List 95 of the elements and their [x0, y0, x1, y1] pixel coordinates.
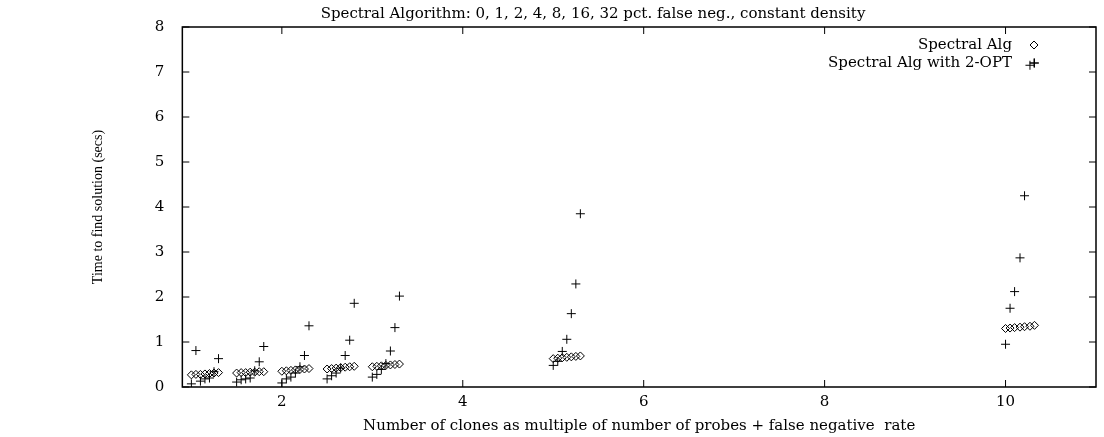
x-tick-label: 10 [995, 391, 1016, 410]
point [322, 373, 333, 384]
x-axis-title: Number of clones as multiple of number of probes + false negative rate [363, 415, 916, 434]
chart-title: Spectral Algorithm: 0, 1, 2, 4, 8, 16, 32 pct. false neg., constant density [320, 3, 866, 22]
point [236, 368, 246, 378]
point [1015, 252, 1026, 263]
point [277, 366, 287, 376]
point [1015, 322, 1025, 332]
point [186, 378, 197, 387]
point [195, 369, 205, 379]
point [1005, 303, 1016, 314]
point [571, 351, 581, 361]
point [367, 372, 378, 383]
point [240, 373, 251, 384]
y-tick-label: 7 [154, 61, 165, 80]
point [390, 360, 400, 369]
point [303, 320, 314, 331]
point [385, 360, 395, 370]
point [575, 208, 586, 219]
point [258, 341, 269, 352]
y-axis-title: Time to find solution (secs) [90, 129, 107, 285]
point [570, 278, 581, 289]
x-tick-label: 4 [458, 391, 468, 410]
point [285, 372, 296, 383]
point [214, 368, 224, 378]
point [322, 364, 332, 374]
point [299, 350, 310, 361]
point [241, 368, 251, 378]
point [1001, 324, 1011, 333]
point [245, 367, 255, 377]
point [190, 345, 201, 356]
y-tick-label: 4 [154, 196, 165, 215]
point [561, 334, 572, 345]
point [548, 354, 558, 364]
point [1024, 60, 1035, 71]
point [349, 361, 359, 371]
point [213, 353, 224, 364]
point [232, 368, 242, 378]
point [1019, 190, 1030, 201]
point [340, 350, 351, 361]
point [259, 367, 269, 377]
point [1000, 339, 1011, 350]
point [389, 322, 400, 333]
legend-label: Spectral Alg [917, 34, 1013, 53]
point [186, 370, 196, 380]
y-tick-label: 3 [154, 241, 165, 260]
point [344, 335, 355, 346]
point [281, 366, 291, 376]
point [1005, 323, 1015, 333]
point [290, 365, 300, 375]
point [553, 353, 563, 363]
point [331, 363, 341, 373]
point [575, 351, 585, 361]
x-tick-label: 8 [819, 391, 830, 410]
y-tick-label: 5 [154, 151, 165, 170]
y-tick-label: 2 [154, 286, 165, 305]
point [191, 369, 201, 379]
point [1010, 323, 1020, 333]
point [349, 298, 360, 309]
point [566, 352, 576, 362]
y-tick-label: 1 [154, 331, 165, 350]
series-label: Spectral Alg with 2-OPT [828, 52, 1012, 71]
point [299, 364, 309, 374]
point [345, 362, 355, 372]
y-tick-label: 8 [154, 16, 165, 35]
point [204, 373, 215, 383]
point [376, 361, 386, 371]
point [1025, 321, 1035, 331]
x-tick-label: 6 [638, 391, 649, 410]
point [372, 361, 382, 371]
point [562, 352, 572, 362]
point [245, 373, 256, 383]
point [286, 365, 296, 375]
point [394, 359, 404, 369]
point [1009, 286, 1020, 297]
point [331, 368, 342, 379]
point [1029, 320, 1039, 330]
point [1029, 58, 1040, 68]
point [394, 291, 405, 302]
point [1020, 322, 1030, 332]
point [204, 369, 214, 378]
point [340, 362, 350, 372]
point [231, 377, 242, 387]
point [367, 362, 377, 372]
point [304, 364, 314, 374]
point [254, 367, 264, 377]
point [200, 369, 210, 379]
point [327, 364, 337, 374]
y-tick-label: 6 [154, 106, 165, 125]
point [254, 356, 265, 367]
y-tick-label: 0 [154, 376, 165, 395]
point [566, 308, 577, 319]
x-tick-label: 2 [277, 391, 287, 410]
point [557, 353, 567, 363]
point [385, 346, 396, 356]
